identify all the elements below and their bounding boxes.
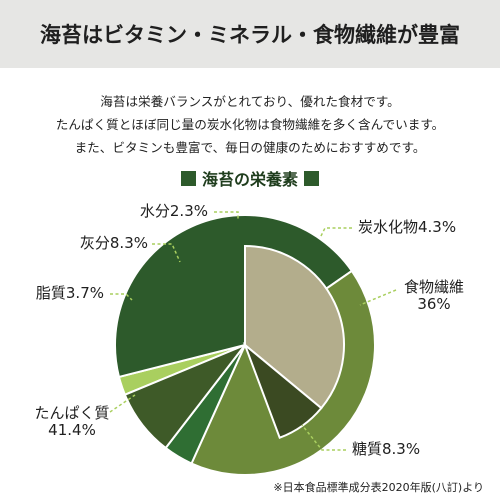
intro-line: また、ビタミンも豊富で、毎日の健康のためにおすすめです。 (74, 140, 426, 155)
leader-line (301, 424, 346, 451)
intro-line: 海苔は栄養バランスがとれており、優れた食材です。 (100, 94, 400, 109)
inner-pie-slice (244, 244, 345, 410)
leader-lines (109, 211, 397, 451)
chart-title: 海苔の栄養素 (0, 165, 500, 191)
leader-line (319, 227, 352, 239)
slice-label: 糖質8.3% (352, 440, 420, 458)
leader-line (152, 243, 181, 263)
title-bar: 海苔はビタミン・ミネラル・食物繊維が豊富 (0, 0, 500, 68)
slice-label: 炭水化物4.3% (358, 218, 456, 236)
leader-line (214, 211, 239, 220)
source-note: ※日本食品標準成分表2020年版(八訂)より (273, 481, 484, 494)
page-title: 海苔はビタミン・ミネラル・食物繊維が豊富 (40, 23, 460, 47)
square-icon (304, 170, 319, 186)
slice-label: 脂質3.7% (36, 284, 104, 302)
square-icon (180, 170, 196, 186)
slice-label: たんぱく質 41.4% (34, 404, 109, 439)
slice-labels: 水分2.3% 炭水化物4.3% 食物繊維 36% 灰分8.3% 脂質3.7% たんぱく質 41… (34, 202, 464, 458)
pie-slices (114, 214, 376, 476)
chart-title-text: 海苔の栄養素 (201, 170, 298, 189)
pie-slice (123, 342, 249, 450)
slice-label: 水分2.3% (140, 202, 208, 220)
pie-slice (114, 214, 354, 379)
slice-label: 灰分8.3% (80, 234, 148, 252)
intro-line: たんぱく質とほぼ同じ量の炭水化物は食物繊維を多く含んでいます。 (55, 117, 445, 132)
leader-line (359, 289, 397, 306)
intro-text: 海苔は栄養バランスがとれており、優れた食材です。 たんぱく質とほぼ同じ量の炭水化… (0, 90, 500, 159)
slice-label: 食物繊維 36% (404, 278, 464, 313)
